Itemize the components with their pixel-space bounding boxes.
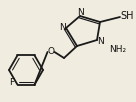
Text: O: O <box>47 48 55 57</box>
Text: NH₂: NH₂ <box>109 45 126 54</box>
Text: N: N <box>98 37 104 45</box>
Text: N: N <box>59 23 65 33</box>
Text: SH: SH <box>120 11 134 21</box>
Text: N: N <box>77 8 83 17</box>
Text: F: F <box>9 78 14 87</box>
